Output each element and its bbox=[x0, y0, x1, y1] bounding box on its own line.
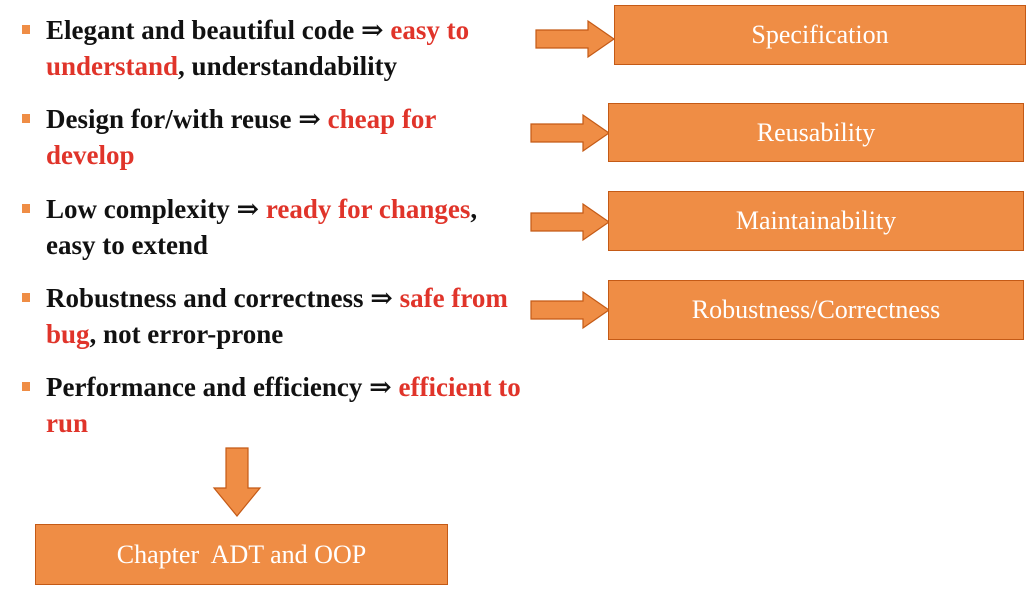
box-chapter-adt-oop: Chapter ADT and OOP bbox=[35, 524, 448, 585]
bullet-performance: Performance and efficiency ⇒ efficient t… bbox=[22, 369, 522, 441]
arrow-right-icon bbox=[535, 19, 616, 59]
bullet-highlight: ready for changes bbox=[265, 194, 471, 224]
box-specification: Specification bbox=[614, 5, 1026, 65]
arrow-down-icon bbox=[212, 447, 262, 517]
box-robustness-correctness: Robustness/Correctness bbox=[608, 280, 1024, 340]
bullet-text-tail: , understandability bbox=[178, 51, 398, 81]
box-label: Specification bbox=[751, 20, 889, 49]
square-bullet-icon bbox=[22, 293, 30, 302]
bullet-complexity: Low complexity ⇒ ready for changes, easy… bbox=[22, 191, 522, 263]
bullet-text: Low complexity ⇒ bbox=[46, 194, 266, 224]
box-label: Reusability bbox=[756, 117, 876, 147]
bullet-highlight: easy to understand bbox=[46, 15, 470, 81]
box-reusability: Reusability bbox=[608, 103, 1024, 162]
bullet-text: Performance and efficiency ⇒ bbox=[46, 372, 399, 402]
bullet-text-tail: , easy to extend bbox=[46, 194, 478, 260]
bullet-reuse: Design for/with reuse ⇒ cheap for develo… bbox=[22, 101, 522, 173]
square-bullet-icon bbox=[22, 25, 30, 34]
arrow-right-icon bbox=[530, 202, 611, 242]
bullet-text-tail: , not error-prone bbox=[89, 319, 284, 349]
bullet-text: Robustness and correctness ⇒ bbox=[46, 283, 400, 313]
bullet-text: Elegant and beautiful code ⇒ bbox=[46, 15, 391, 45]
box-maintainability: Maintainability bbox=[608, 191, 1024, 251]
box-label: Chapter ADT and OOP bbox=[116, 539, 367, 569]
bullet-robustness: Robustness and correctness ⇒ safe from b… bbox=[22, 280, 522, 352]
box-label: Robustness/Correctness bbox=[691, 295, 941, 324]
square-bullet-icon bbox=[22, 204, 30, 213]
arrow-right-icon bbox=[530, 113, 611, 153]
bullet-highlight: cheap for develop bbox=[46, 104, 436, 170]
square-bullet-icon bbox=[22, 114, 30, 123]
arrow-right-icon bbox=[530, 290, 611, 330]
bullet-highlight: safe from bug bbox=[46, 283, 508, 349]
bullet-code-quality: Elegant and beautiful code ⇒ easy to und… bbox=[22, 12, 522, 84]
square-bullet-icon bbox=[22, 382, 30, 391]
bullet-text: Design for/with reuse ⇒ bbox=[46, 104, 328, 134]
box-label: Maintainability bbox=[735, 206, 897, 235]
bullet-highlight: efficient to run bbox=[46, 372, 521, 438]
